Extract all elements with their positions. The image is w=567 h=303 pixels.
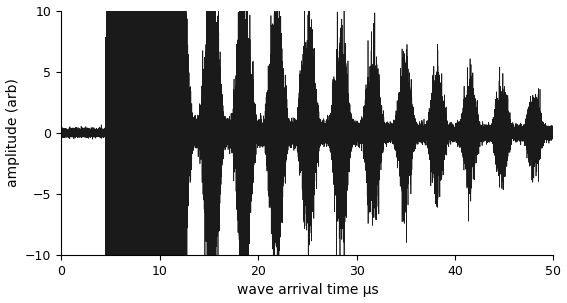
Y-axis label: amplitude (arb): amplitude (arb) [6,78,19,187]
X-axis label: wave arrival time μs: wave arrival time μs [236,283,378,298]
